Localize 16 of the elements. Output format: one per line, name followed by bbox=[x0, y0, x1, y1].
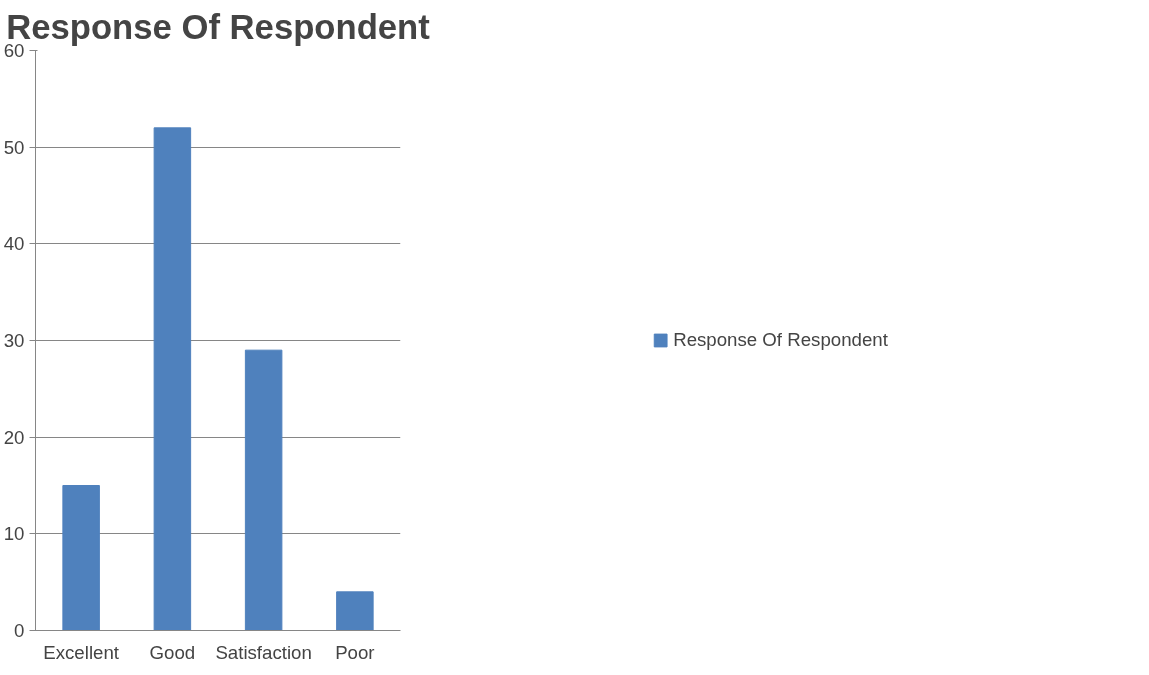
bar bbox=[336, 591, 374, 631]
bar bbox=[244, 349, 283, 631]
y-tick-label: 40 bbox=[3, 233, 25, 255]
legend-label: Response Of Respondent bbox=[673, 329, 888, 351]
y-tick-label: 50 bbox=[3, 136, 25, 158]
y-tick-label: 10 bbox=[3, 523, 25, 545]
bar bbox=[62, 485, 100, 631]
y-tick-label: 20 bbox=[3, 426, 25, 448]
y-tick-label: 60 bbox=[3, 40, 25, 61]
x-tick-label: Satisfaction bbox=[215, 641, 312, 663]
y-tick-label: 30 bbox=[3, 330, 25, 351]
y-tick-label: 0 bbox=[14, 620, 25, 641]
x-tick-label: Good bbox=[149, 641, 196, 663]
x-tick-label: Poor bbox=[335, 641, 375, 663]
x-tick-label: Excellent bbox=[43, 641, 120, 663]
bar bbox=[153, 127, 192, 631]
